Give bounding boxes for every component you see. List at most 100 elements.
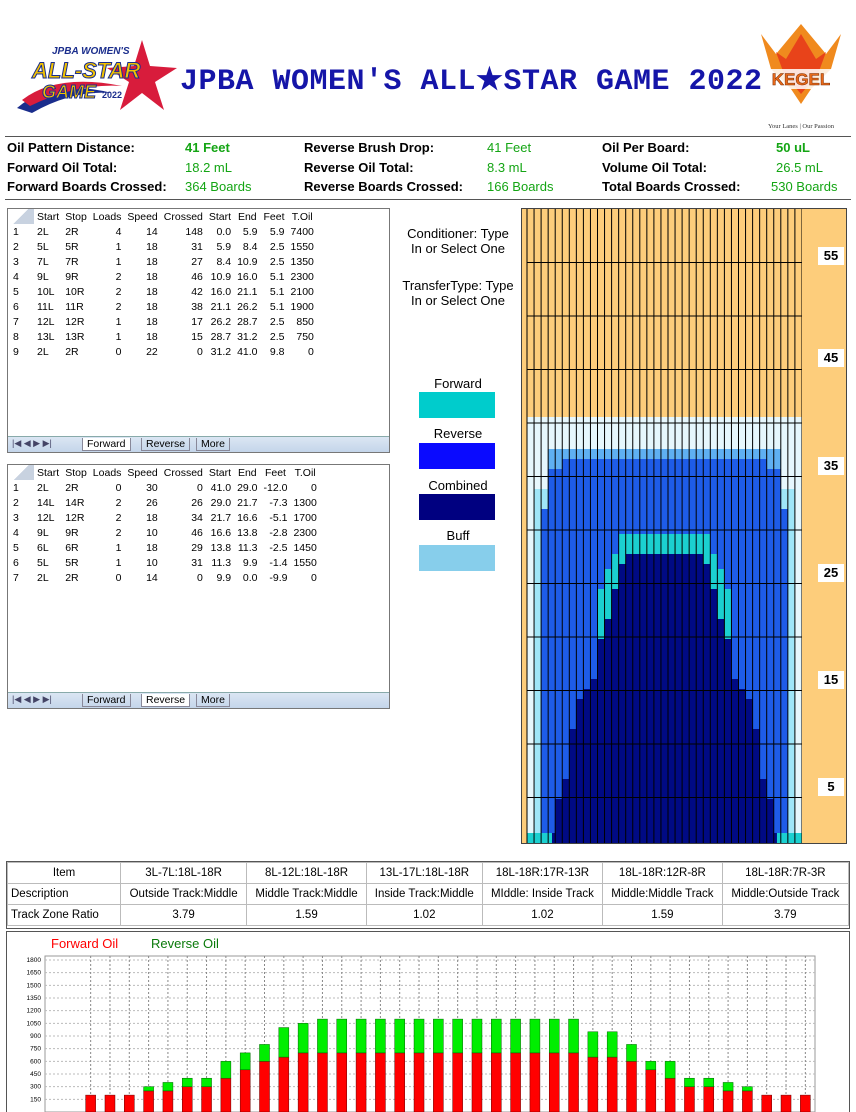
table-cell[interactable]: 1 xyxy=(115,556,122,569)
table-cell[interactable]: -12.0 xyxy=(263,481,288,494)
table-row[interactable]: 9 2L 2R 0 22 0 31.2 41.0 9.8 0 xyxy=(8,344,317,359)
table-cell[interactable]: 18 xyxy=(146,330,158,343)
table-cell[interactable]: 9.8 xyxy=(269,345,285,358)
table-cell[interactable]: 7400 xyxy=(290,225,314,238)
row-index[interactable]: 8 xyxy=(13,330,19,343)
table-cell[interactable]: -2.8 xyxy=(269,526,288,539)
table-cell[interactable]: 10.9 xyxy=(210,270,232,283)
table-cell[interactable]: 31.2 xyxy=(210,345,232,358)
table-cell[interactable]: 2 xyxy=(115,300,122,313)
reverse-grid[interactable]: Start Stop Loads Speed Crossed Start End Feet T.… xyxy=(7,464,390,709)
table-cell[interactable]: 0 xyxy=(197,571,203,584)
row-index[interactable]: 3 xyxy=(13,511,19,524)
table-cell[interactable]: 2.5 xyxy=(269,255,285,268)
table-row[interactable]: 6 11L 11R 2 18 38 21.1 26.2 5.1 1900 xyxy=(8,299,317,314)
row-index[interactable]: 7 xyxy=(13,571,19,584)
table-cell[interactable]: 9L xyxy=(37,526,49,539)
table-row[interactable]: 2 14L 14R 2 26 26 29.0 21.7 -7.3 1300 xyxy=(8,495,320,510)
table-cell[interactable]: 2.5 xyxy=(269,240,285,253)
table-cell[interactable]: 11L xyxy=(37,300,54,313)
table-cell[interactable]: 9.9 xyxy=(216,571,232,584)
table-cell[interactable]: 2 xyxy=(115,285,122,298)
transfer-type-select[interactable]: TransferType: Type In or Select One xyxy=(402,278,514,308)
table-row[interactable]: 7 2L 2R 0 14 0 9.9 0.0 -9.9 0 xyxy=(8,570,320,585)
table-cell[interactable]: 31.2 xyxy=(237,330,258,343)
table-cell[interactable]: 18 xyxy=(146,300,158,313)
row-index[interactable]: 5 xyxy=(13,285,19,298)
table-cell[interactable]: 29.0 xyxy=(210,496,232,509)
table-cell[interactable]: 46 xyxy=(191,270,203,283)
tab-reverse[interactable]: Reverse xyxy=(141,694,191,707)
table-cell[interactable]: 12L xyxy=(37,315,55,328)
table-cell[interactable]: 1 xyxy=(115,330,122,343)
table-cell[interactable]: 11.3 xyxy=(237,541,258,554)
table-cell[interactable]: 11R xyxy=(65,300,84,313)
table-cell[interactable]: 41.0 xyxy=(237,345,258,358)
table-cell[interactable]: 5.1 xyxy=(269,285,285,298)
table-cell[interactable]: 12R xyxy=(65,511,85,524)
table-cell[interactable]: 0.0 xyxy=(216,225,232,238)
table-cell[interactable]: 8.4 xyxy=(216,255,232,268)
table-cell[interactable]: 2300 xyxy=(290,270,314,283)
table-cell[interactable]: 18 xyxy=(146,255,158,268)
table-cell[interactable]: 10.9 xyxy=(237,255,258,268)
table-cell[interactable]: 13L xyxy=(37,330,55,343)
row-index[interactable]: 1 xyxy=(13,225,19,238)
table-cell[interactable]: 21.7 xyxy=(237,496,258,509)
table-cell[interactable]: 29 xyxy=(191,541,203,554)
table-cell[interactable]: 46 xyxy=(191,526,203,539)
table-cell[interactable]: 14 xyxy=(146,571,158,584)
row-index[interactable]: 4 xyxy=(13,270,19,283)
table-cell[interactable]: 2300 xyxy=(293,526,317,539)
table-cell[interactable]: 12R xyxy=(65,315,85,328)
conditioner-select[interactable]: Conditioner: Type In or Select One xyxy=(407,226,509,256)
table-cell[interactable]: 0 xyxy=(115,481,122,494)
table-cell[interactable]: 18 xyxy=(146,285,158,298)
table-cell[interactable]: 1 xyxy=(115,255,122,268)
row-index[interactable]: 6 xyxy=(13,300,19,313)
table-cell[interactable]: 1450 xyxy=(293,541,317,554)
row-index[interactable]: 7 xyxy=(13,315,19,328)
table-cell[interactable]: 27 xyxy=(191,255,203,268)
table-cell[interactable]: 21.7 xyxy=(210,511,232,524)
table-cell[interactable]: 14L xyxy=(37,496,55,509)
table-cell[interactable]: 850 xyxy=(296,315,314,328)
table-cell[interactable]: 22 xyxy=(146,345,158,358)
table-cell[interactable]: 34 xyxy=(191,511,203,524)
table-row[interactable]: 1 2L 2R 4 14 148 0.0 5.9 5.9 7400 xyxy=(8,224,317,239)
header-corner[interactable] xyxy=(8,465,34,480)
table-cell[interactable]: 12L xyxy=(37,511,55,524)
table-cell[interactable]: 10L xyxy=(37,285,55,298)
table-cell[interactable]: 1550 xyxy=(290,240,314,253)
table-cell[interactable]: 29.0 xyxy=(237,481,258,494)
table-cell[interactable]: 5.1 xyxy=(269,300,285,313)
table-cell[interactable]: 6L xyxy=(37,541,49,554)
table-cell[interactable]: 31 xyxy=(191,556,203,569)
table-cell[interactable]: 28.7 xyxy=(237,315,258,328)
table-cell[interactable]: -5.1 xyxy=(269,511,288,524)
table-cell[interactable]: 13.8 xyxy=(237,526,258,539)
table-cell[interactable]: 9.9 xyxy=(242,556,258,569)
table-cell[interactable]: 18 xyxy=(146,315,158,328)
table-cell[interactable]: 0 xyxy=(115,345,122,358)
table-cell[interactable]: 5.9 xyxy=(216,240,232,253)
table-cell[interactable]: 21.1 xyxy=(210,300,232,313)
table-cell[interactable]: 1 xyxy=(115,541,122,554)
tab-forward[interactable]: Forward xyxy=(82,694,131,707)
table-cell[interactable]: 10 xyxy=(146,556,158,569)
table-cell[interactable]: 1 xyxy=(115,315,122,328)
row-index[interactable]: 1 xyxy=(13,481,19,494)
table-cell[interactable]: 5.9 xyxy=(269,225,285,238)
table-cell[interactable]: 2R xyxy=(65,481,79,494)
table-cell[interactable]: 2R xyxy=(65,571,79,584)
table-row[interactable]: 4 9L 9R 2 18 46 10.9 16.0 5.1 2300 xyxy=(8,269,317,284)
table-cell[interactable]: 10R xyxy=(65,285,85,298)
table-cell[interactable]: 2.5 xyxy=(269,330,285,343)
table-cell[interactable]: 5.1 xyxy=(269,270,285,283)
table-row[interactable]: 7 12L 12R 1 18 17 26.2 28.7 2.5 850 xyxy=(8,314,317,329)
table-cell[interactable]: 5L xyxy=(37,556,49,569)
table-cell[interactable]: 750 xyxy=(296,330,314,343)
table-cell[interactable]: 7L xyxy=(37,255,49,268)
table-cell[interactable]: 13R xyxy=(65,330,85,343)
table-cell[interactable]: 2 xyxy=(115,511,122,524)
